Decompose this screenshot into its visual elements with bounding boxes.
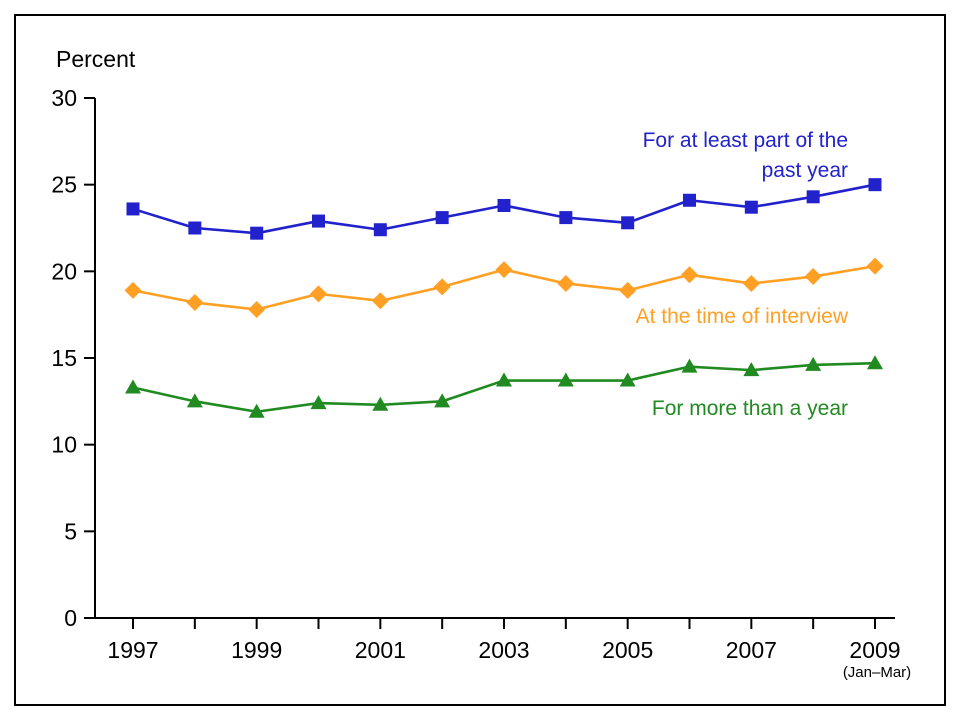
marker-diamond	[433, 278, 451, 296]
x-tick-label: 2003	[478, 637, 529, 663]
marker-diamond	[742, 274, 760, 292]
marker-triangle	[248, 403, 265, 418]
marker-triangle	[310, 395, 327, 410]
marker-triangle	[867, 355, 883, 370]
x-tick-label: 2009	[849, 637, 900, 663]
marker-triangle	[496, 372, 512, 387]
y-tick-label: 20	[51, 258, 77, 284]
marker-triangle	[125, 379, 141, 394]
marker-diamond	[248, 300, 266, 318]
marker-square	[744, 200, 758, 214]
x-tick-label: 1997	[107, 637, 158, 663]
y-tick-label: 15	[51, 345, 77, 371]
marker-square	[621, 216, 635, 230]
marker-triangle	[743, 362, 760, 377]
marker-square	[806, 190, 820, 204]
marker-triangle	[681, 358, 698, 373]
marker-diamond	[681, 266, 698, 284]
marker-square	[559, 211, 573, 225]
marker-square	[373, 223, 387, 237]
marker-square	[250, 226, 264, 240]
marker-square	[683, 193, 696, 207]
marker-diamond	[557, 274, 575, 292]
marker-square	[435, 211, 449, 225]
x-tick-label: 2001	[355, 637, 406, 663]
y-tick-label: 30	[51, 85, 77, 111]
marker-square	[497, 198, 511, 212]
marker-diamond	[186, 294, 204, 312]
x-tick-label: 2007	[726, 637, 777, 663]
x-tick-label: 2005	[602, 637, 653, 663]
marker-square	[126, 202, 140, 216]
marker-triangle	[805, 356, 822, 371]
marker-square	[312, 214, 325, 228]
marker-triangle	[434, 393, 451, 408]
x-axis-note: (Jan–Mar)	[842, 664, 912, 681]
y-tick-label: 0	[64, 605, 77, 631]
marker-diamond	[310, 285, 327, 303]
marker-diamond	[804, 268, 822, 286]
marker-triangle	[186, 393, 203, 408]
y-tick-label: 25	[51, 172, 77, 198]
series-label-interview: At the time of interview	[635, 305, 848, 328]
marker-diamond	[866, 257, 884, 275]
marker-square	[188, 221, 202, 235]
marker-square	[868, 178, 882, 192]
series-label-more-than-year: For more than a year	[651, 397, 848, 420]
marker-triangle	[372, 396, 389, 411]
y-axis-title: Percent	[56, 46, 136, 72]
marker-diamond	[619, 281, 637, 299]
marker-diamond	[495, 261, 513, 279]
marker-triangle	[557, 372, 574, 387]
marker-triangle	[619, 372, 636, 387]
chart-frame	[14, 14, 946, 706]
marker-diamond	[124, 281, 142, 299]
x-tick-label: 1999	[231, 637, 282, 663]
y-tick-label: 5	[64, 518, 77, 544]
marker-diamond	[371, 292, 389, 310]
y-tick-label: 10	[51, 432, 77, 458]
series-label-past-year: For at least part of the past year	[642, 129, 848, 183]
